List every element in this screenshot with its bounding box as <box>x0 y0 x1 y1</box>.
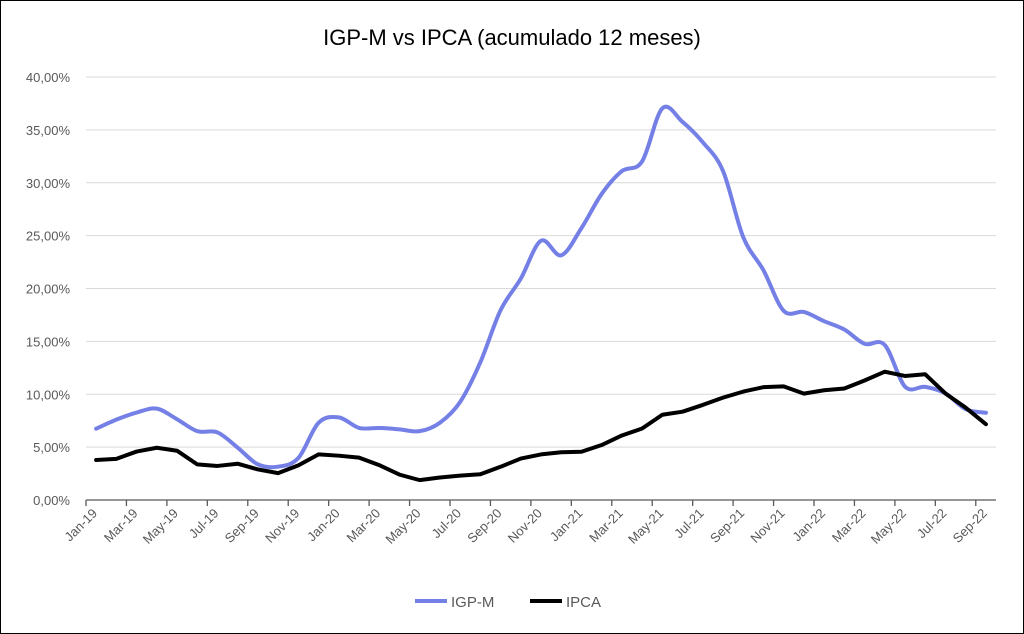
legend-label: IPCA <box>566 594 601 611</box>
x-tick-label: Jul-21 <box>671 506 707 542</box>
legend-item: IPCA <box>530 594 601 611</box>
y-tick-label: 15,00% <box>26 334 71 349</box>
x-tick-label: Mar-21 <box>586 506 626 546</box>
x-tick-label: May-21 <box>625 506 666 547</box>
x-tick-label: Jul-19 <box>186 506 222 542</box>
x-tick-label: Mar-20 <box>344 506 384 546</box>
x-tick-label: Mar-19 <box>101 506 141 546</box>
y-tick-label: 35,00% <box>26 123 71 138</box>
y-tick-label: 40,00% <box>26 70 71 85</box>
chart-title: IGP-M vs IPCA (acumulado 12 meses) <box>323 25 701 50</box>
x-tick-label: Sep-20 <box>464 506 504 546</box>
legend-label: IGP-M <box>451 594 494 611</box>
x-tick-label: Nov-20 <box>505 506 545 546</box>
x-tick-label: Jan-19 <box>61 506 100 545</box>
x-tick-label: May-19 <box>140 506 181 547</box>
y-tick-label: 20,00% <box>26 282 71 297</box>
series-line-igp-m <box>94 104 988 470</box>
x-tick-label: Jan-20 <box>304 506 343 545</box>
x-tick-label: May-22 <box>868 506 909 547</box>
x-tick-label: Jul-20 <box>428 506 464 542</box>
y-tick-label: 30,00% <box>26 176 71 191</box>
x-tick-label: Sep-21 <box>707 506 747 546</box>
y-tick-label: 10,00% <box>26 387 71 402</box>
x-tick-label: Jan-21 <box>547 506 586 545</box>
y-tick-label: 5,00% <box>33 440 70 455</box>
series-line-ipca <box>94 369 988 483</box>
x-tick-label: Nov-19 <box>262 506 302 546</box>
legend-item: IGP-M <box>415 594 494 611</box>
x-tick-label: Jan-22 <box>789 506 828 545</box>
x-tick-label: May-20 <box>382 506 423 547</box>
y-tick-label: 0,00% <box>33 493 70 508</box>
x-tick-label: Sep-19 <box>222 506 262 546</box>
x-tick-label: Sep-22 <box>950 506 990 546</box>
x-tick-label: Mar-22 <box>829 506 869 546</box>
x-tick-label: Nov-21 <box>747 506 787 546</box>
y-tick-label: 25,00% <box>26 229 71 244</box>
x-tick-label: Jul-22 <box>914 506 950 542</box>
